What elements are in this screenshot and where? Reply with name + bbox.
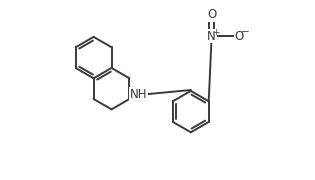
Text: O: O <box>207 8 216 21</box>
Text: −: − <box>240 27 249 37</box>
Text: +: + <box>212 28 220 37</box>
Text: O: O <box>235 30 244 42</box>
Text: NH: NH <box>130 88 147 101</box>
Text: N: N <box>207 30 216 42</box>
